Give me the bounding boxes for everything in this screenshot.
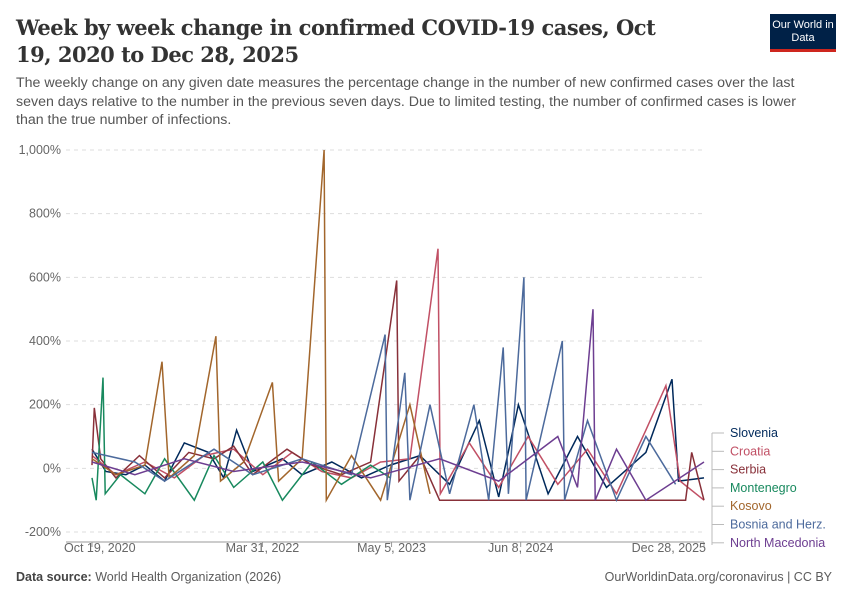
series-line-montenegro[interactable]	[91, 377, 391, 502]
source-text[interactable]: World Health Organization (2026)	[95, 570, 282, 584]
x-tick-label: Jun 8, 2024	[488, 541, 553, 555]
y-tick-label: 800%	[29, 207, 61, 221]
y-tick-label: 200%	[29, 398, 61, 412]
source-label: Data source:	[16, 570, 92, 584]
data-source: Data source: World Health Organization (…	[16, 570, 281, 584]
y-tick-label: 1,000%	[19, 143, 61, 157]
y-tick-label: 600%	[29, 270, 61, 284]
series-line-bosnia-and-herz-[interactable]	[91, 277, 677, 503]
chart-subtitle: The weekly change on any given date meas…	[16, 75, 796, 128]
series-line-kosovo[interactable]	[91, 149, 431, 504]
legend-label[interactable]: North Macedonia	[730, 536, 825, 550]
footer-link[interactable]: OurWorldinData.org/coronavirus | CC BY	[604, 570, 832, 584]
legend-label[interactable]: Slovenia	[730, 426, 778, 440]
legend-label[interactable]: Montenegro	[730, 481, 797, 495]
legend-label[interactable]: Bosnia and Herz.	[730, 518, 826, 532]
legend-label[interactable]: Serbia	[730, 463, 766, 477]
y-tick-label: -200%	[25, 525, 61, 539]
owid-logo[interactable]: Our World in Data	[770, 14, 836, 52]
legend-label[interactable]: Croatia	[730, 444, 770, 458]
y-tick-label: 0%	[43, 461, 61, 475]
y-tick-label: 400%	[29, 334, 61, 348]
series-line-serbia[interactable]	[91, 280, 705, 501]
x-tick-label: Dec 28, 2025	[632, 541, 706, 555]
series-line-north-macedonia[interactable]	[91, 309, 705, 502]
x-tick-label: Mar 31, 2022	[226, 541, 300, 555]
x-tick-label: May 5, 2023	[357, 541, 426, 555]
x-tick-label: Oct 19, 2020	[64, 541, 136, 555]
chart-title: Week by week change in confirmed COVID-1…	[16, 15, 656, 67]
legend-label[interactable]: Kosovo	[730, 499, 772, 513]
